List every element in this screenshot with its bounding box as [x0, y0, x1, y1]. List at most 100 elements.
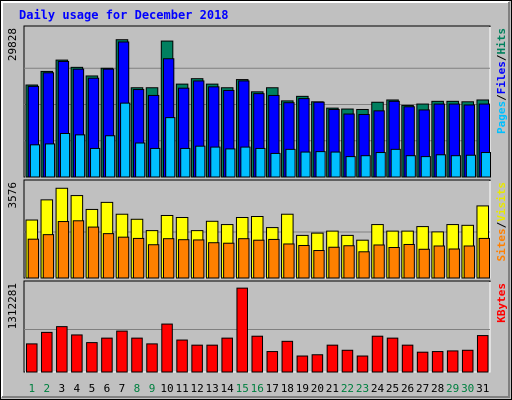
bar-sites-day-2 — [42, 234, 55, 279]
bar-sites-day-26 — [403, 243, 415, 279]
bar-kbytes-day-10 — [161, 323, 173, 373]
panel-kbytes: 1312281 KBytes — [6, 280, 508, 373]
day-label: 18 — [281, 382, 294, 395]
bar-sites-day-20 — [313, 250, 325, 279]
bar-kbytes-day-1 — [26, 343, 38, 373]
bar-sites-day-5 — [87, 226, 100, 279]
bar-pages-day-7 — [120, 102, 131, 178]
bar-sites-day-21 — [328, 246, 340, 279]
legend: Sites/Visits — [495, 182, 508, 262]
bar-kbytes-day-21 — [326, 344, 339, 373]
bar-pages-day-29 — [450, 155, 461, 178]
bar-kbytes-day-27 — [416, 351, 429, 373]
bar-kbytes-day-28 — [431, 351, 444, 373]
day-label: 8 — [134, 382, 141, 395]
day-label: 20 — [311, 382, 324, 395]
bar-sites-day-4 — [72, 220, 85, 279]
legend-entry: / — [495, 221, 508, 228]
day-label: 6 — [104, 382, 111, 395]
bar-kbytes-day-17 — [266, 351, 279, 373]
bar-pages-day-17 — [270, 152, 281, 178]
day-label: 10 — [160, 382, 173, 395]
bar-kbytes-day-13 — [206, 344, 218, 373]
bar-pages-day-31 — [480, 152, 491, 178]
bar-kbytes-day-11 — [176, 339, 188, 373]
bar-kbytes-day-24 — [371, 335, 384, 373]
day-label: 1 — [28, 382, 35, 395]
bar-kbytes-day-19 — [296, 355, 309, 373]
day-label: 9 — [149, 382, 156, 395]
bar-pages-day-4 — [74, 134, 86, 178]
bar-pages-day-6 — [105, 135, 116, 178]
bar-sites-day-29 — [448, 248, 460, 279]
bar-pages-day-2 — [44, 143, 56, 178]
bar-sites-day-3 — [57, 221, 70, 279]
bar-pages-day-15 — [240, 146, 251, 178]
bar-kbytes-day-16 — [251, 335, 264, 373]
bar-kbytes-day-5 — [86, 342, 98, 373]
legend-entry: KBytes — [495, 283, 508, 323]
bar-pages-day-18 — [285, 148, 296, 178]
bar-sites-day-24 — [373, 244, 385, 279]
bar-sites-day-7 — [117, 236, 130, 279]
bar-kbytes-day-22 — [341, 349, 354, 373]
bar-pages-day-23 — [360, 155, 371, 178]
chart-title: Daily usage for December 2018 — [19, 8, 229, 22]
legend-entry: Hits — [495, 28, 508, 55]
day-label: 7 — [119, 382, 126, 395]
bar-pages-day-16 — [255, 147, 266, 178]
day-label: 22 — [341, 382, 354, 395]
panel-visits-sites: 3576 Sites/Visits — [6, 179, 508, 279]
day-label: 13 — [206, 382, 219, 395]
day-label: 23 — [356, 382, 369, 395]
day-label: 3 — [59, 382, 66, 395]
bar-sites-day-11 — [178, 239, 190, 279]
day-label: 24 — [371, 382, 385, 395]
scale-label: 1312281 — [6, 283, 19, 329]
scale-label: 3576 — [6, 182, 19, 209]
legend: KBytes — [495, 283, 508, 323]
bar-kbytes-day-25 — [386, 337, 399, 373]
bar-pages-day-25 — [390, 148, 401, 178]
day-label: 2 — [43, 382, 50, 395]
bar-kbytes-day-31 — [476, 335, 489, 373]
bar-pages-day-13 — [210, 146, 221, 178]
bar-kbytes-day-6 — [101, 337, 113, 373]
day-label: 14 — [221, 382, 235, 395]
bar-sites-day-30 — [463, 245, 475, 279]
bar-pages-day-5 — [90, 147, 101, 178]
legend: Pages/Files/Hits — [495, 28, 508, 134]
bar-sites-day-13 — [208, 242, 220, 279]
bar-sites-day-28 — [433, 245, 445, 279]
day-label: 5 — [89, 382, 96, 395]
legend-entry: / — [495, 94, 508, 101]
bar-sites-day-6 — [102, 233, 115, 279]
bar-pages-day-28 — [435, 154, 446, 178]
panel-hits-files-pages: 29828 Pages/Files/Hits — [6, 25, 508, 178]
bar-pages-day-10 — [165, 117, 176, 178]
day-label: 27 — [416, 382, 429, 395]
bar-kbytes-day-26 — [401, 344, 414, 373]
bar-pages-day-26 — [405, 155, 416, 178]
day-label: 25 — [386, 382, 399, 395]
bar-kbytes-day-20 — [311, 354, 324, 373]
bar-pages-day-8 — [135, 142, 146, 178]
legend-entry: Pages — [495, 101, 508, 134]
bar-kbytes-day-7 — [116, 330, 128, 373]
day-label: 30 — [461, 382, 474, 395]
bar-pages-day-22 — [345, 156, 356, 178]
scale-label: 29828 — [6, 28, 19, 61]
bar-sites-day-27 — [418, 248, 430, 279]
bar-kbytes-day-2 — [41, 331, 53, 373]
bar-pages-day-3 — [59, 133, 71, 178]
legend-entry: / — [495, 54, 508, 61]
bar-pages-day-14 — [225, 148, 236, 178]
bar-sites-day-22 — [343, 245, 355, 279]
bar-sites-day-23 — [358, 251, 370, 279]
bar-kbytes-day-8 — [131, 337, 143, 373]
legend-entry: Sites — [495, 228, 508, 261]
bar-sites-day-1 — [27, 238, 40, 279]
chart-panels: 29828 Pages/Files/Hits 3576 Sites/Visits 131… — [6, 25, 508, 373]
bar-kbytes-day-12 — [191, 344, 203, 373]
